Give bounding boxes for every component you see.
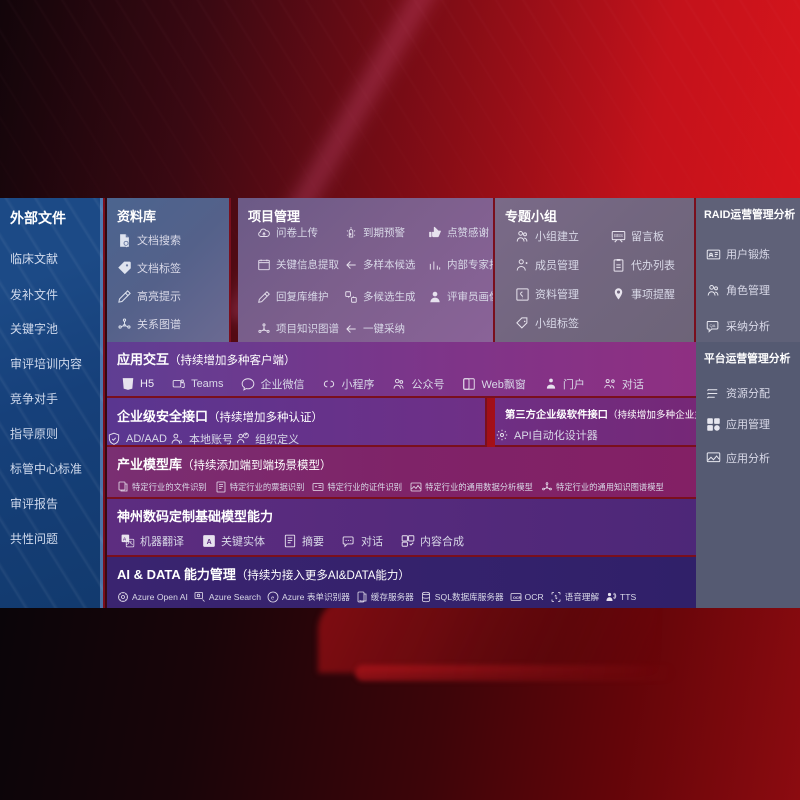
svg-text:BBS: BBS (614, 233, 623, 238)
svg-text:QA: QA (709, 322, 715, 327)
svg-text:OCR: OCR (513, 596, 522, 600)
svg-text:A: A (207, 539, 212, 546)
svg-text:e: e (271, 595, 274, 601)
